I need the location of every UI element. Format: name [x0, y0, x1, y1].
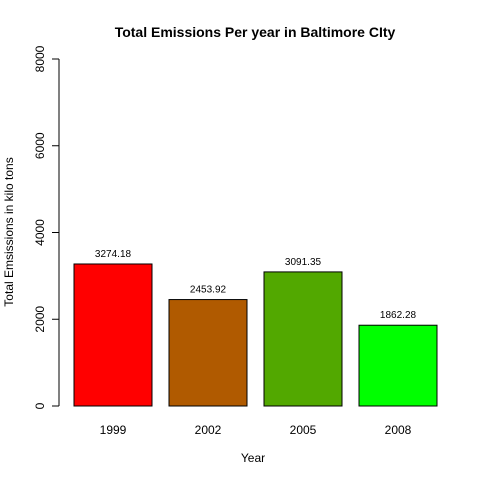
x-tick-label-2008: 2008: [385, 423, 412, 437]
y-tick-label: 4000: [33, 219, 47, 246]
y-axis: 0 2000 4000 6000 8000: [33, 45, 59, 409]
data-label-2002: 2453.92: [190, 285, 227, 296]
data-label-2008: 1862.28: [380, 310, 417, 321]
y-tick-label: 8000: [33, 45, 47, 72]
x-axis-label: Year: [241, 451, 265, 465]
x-category-labels: 1999 2002 2005 2008: [100, 423, 412, 437]
y-axis-label: Total Emsissions in kilo tons: [2, 157, 16, 306]
bar-1999: [74, 264, 152, 406]
bars: [74, 264, 437, 406]
y-tick-label: 0: [33, 402, 47, 409]
y-tick-label: 2000: [33, 306, 47, 333]
x-tick-label-1999: 1999: [100, 423, 127, 437]
data-label-2005: 3091.35: [285, 257, 322, 268]
x-tick-label-2002: 2002: [195, 423, 222, 437]
bar-2008: [359, 325, 437, 406]
data-label-1999: 3274.18: [95, 249, 132, 260]
y-tick-label: 6000: [33, 132, 47, 159]
bar-2005: [264, 272, 342, 406]
bar-2002: [169, 300, 247, 406]
x-tick-label-2005: 2005: [290, 423, 317, 437]
chart-title: Total Emissions Per year in Baltimore CI…: [115, 24, 396, 40]
